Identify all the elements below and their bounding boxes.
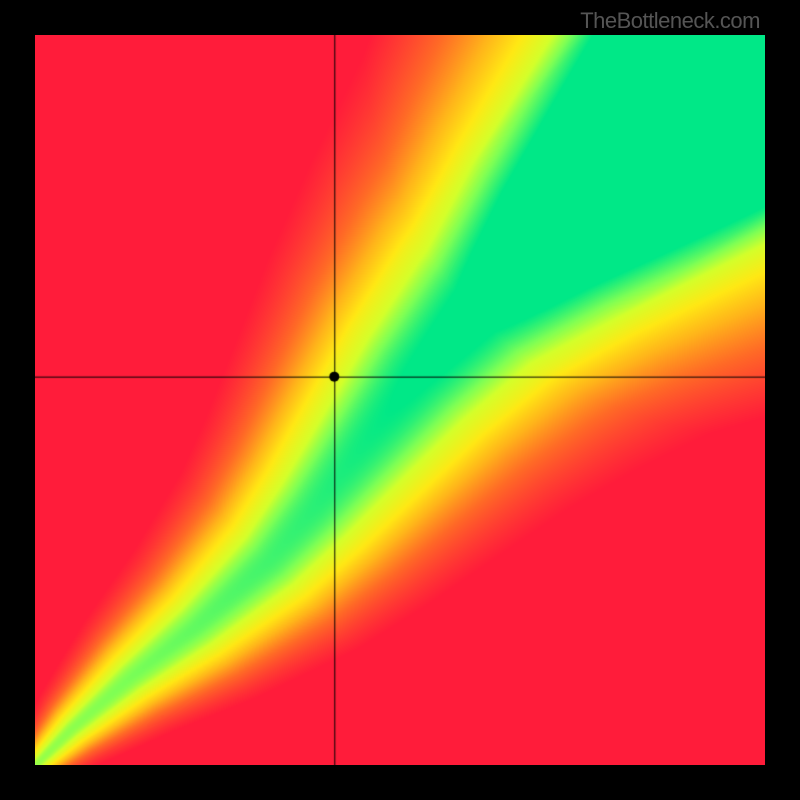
heatmap-canvas: [35, 35, 765, 765]
chart-container: TheBottleneck.com: [0, 0, 800, 800]
heatmap-chart-area: [35, 35, 765, 765]
watermark-text: TheBottleneck.com: [580, 8, 760, 34]
